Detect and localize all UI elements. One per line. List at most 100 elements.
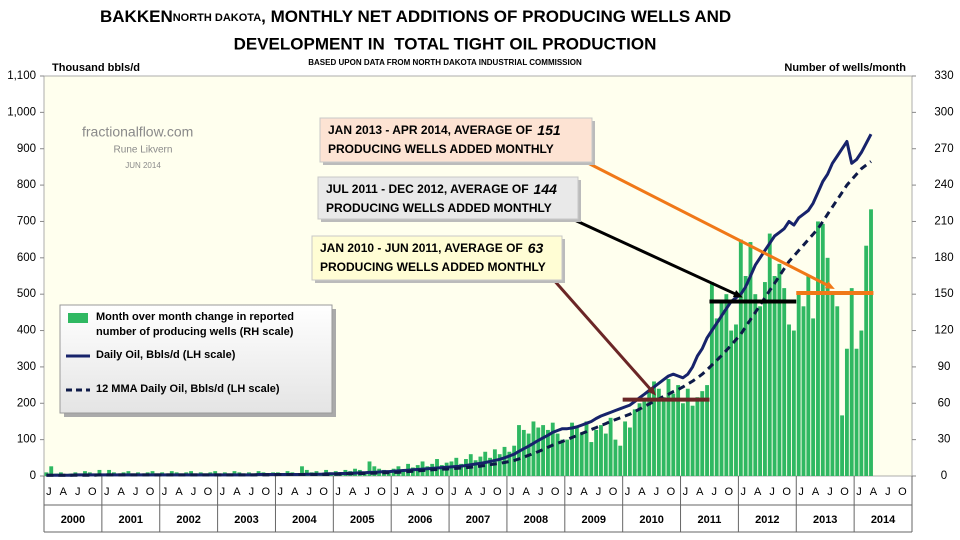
bar	[107, 469, 112, 476]
bar	[594, 429, 599, 476]
bar	[608, 417, 613, 476]
bar	[439, 465, 444, 476]
x-year-label: 2014	[871, 514, 896, 526]
bar	[734, 324, 738, 476]
bar	[666, 379, 671, 476]
bar	[637, 403, 642, 476]
y2-tick-label: 210	[934, 215, 953, 227]
x-year-label: 2012	[755, 514, 779, 526]
legend-label-box: 12 MMA Daily Oil, Bbls/d (LH scale)	[96, 383, 280, 395]
annotations: JAN 2010 - JUN 2011, AVERAGE OF 63 PRODUCI…	[311, 117, 874, 402]
x-tick-label: A	[349, 486, 357, 498]
series-line	[46, 160, 872, 477]
bar	[565, 439, 570, 476]
annotation-box	[317, 176, 579, 220]
x-year-label: 2007	[466, 514, 490, 526]
bar	[300, 466, 304, 476]
bar	[401, 469, 406, 476]
x-tick-label: A	[465, 486, 473, 498]
x-tick-label: O	[204, 486, 213, 498]
chart-layer: 0 100 200 300 400 500 600 700 800 900 1,000 1,100 0 3…	[7, 70, 954, 533]
x-tick-label: A	[523, 486, 531, 498]
x-tick-label: J	[220, 486, 226, 498]
y-tick-label: 200	[17, 397, 36, 409]
y2-tick-label: 60	[938, 397, 951, 409]
annotation-note: PRODUCING WELLS ADDED MONTHLY	[328, 142, 554, 156]
watermark: Rune Likvern	[114, 145, 173, 156]
bar	[729, 330, 734, 476]
annotation-arrowhead	[824, 281, 835, 289]
x-tick-label: J	[625, 486, 631, 498]
x-year-label: 2006	[408, 514, 432, 526]
legend-label: Month over month change in reported numb…	[96, 311, 295, 338]
legend-box	[59, 304, 333, 414]
bar	[782, 288, 787, 476]
x-tick-label: J	[509, 486, 515, 498]
bar	[647, 391, 652, 476]
bar	[724, 294, 729, 476]
y2-tick-label: 180	[934, 252, 953, 264]
bar	[772, 276, 777, 476]
annotation-arrowhead	[647, 386, 657, 396]
annotation-period: JAN 2010 - JUN 2011, AVERAGE OF	[320, 241, 523, 255]
bar	[584, 421, 589, 476]
bar	[806, 276, 811, 476]
annotation-text: JAN 2010 - JUN 2011, AVERAGE OF 63	[320, 240, 544, 256]
title-part: NORTH DAKOTA	[173, 12, 261, 24]
x-year-label: 2000	[61, 514, 85, 526]
y2-tick-label: 150	[934, 288, 953, 300]
bar	[844, 348, 849, 476]
x-tick-label: J	[538, 486, 544, 498]
bar	[642, 400, 647, 476]
bar	[599, 425, 603, 476]
x-year-label: 2010	[639, 514, 663, 526]
x-tick-label: J	[364, 486, 370, 498]
x-year-label: 2009	[581, 514, 605, 526]
x-tick-label: O	[146, 486, 155, 498]
y2-tick-label: 270	[934, 143, 953, 155]
x-tick-label: O	[262, 486, 271, 498]
x-tick-label: O	[88, 486, 97, 498]
bar	[801, 306, 806, 476]
bar	[869, 209, 873, 477]
bar	[589, 442, 594, 476]
x-tick-label: A	[175, 486, 183, 498]
bar	[714, 318, 719, 476]
annotation-arrowhead	[732, 290, 743, 298]
bar	[762, 282, 767, 476]
bar	[825, 257, 830, 476]
bar	[690, 405, 695, 476]
bar	[579, 433, 584, 476]
x-tick-label: J	[596, 486, 602, 498]
bar	[531, 421, 536, 476]
x-tick-label: J	[827, 486, 833, 498]
x-year-label: 2002	[176, 514, 200, 526]
y-tick-label: 700	[17, 215, 36, 227]
annotation-box	[311, 235, 563, 281]
bar	[555, 433, 560, 476]
bar	[835, 306, 840, 476]
x-year-label: 2001	[119, 514, 143, 526]
chart-title: BAKKENNORTH DAKOTA, MONTHLY NET ADDITION…	[100, 7, 731, 26]
x-tick-label: J	[422, 486, 428, 498]
x-tick-label: O	[840, 486, 849, 498]
bar	[849, 288, 854, 476]
bar	[473, 460, 478, 476]
bar	[545, 429, 550, 476]
x-year-label: 2004	[292, 514, 317, 526]
x-tick-label: J	[451, 486, 457, 498]
bar	[709, 282, 714, 476]
annotation-arrow	[567, 215, 739, 297]
bar	[603, 433, 608, 476]
x-year-label: 2013	[813, 514, 837, 526]
bar	[521, 429, 526, 476]
bar	[811, 318, 816, 476]
x-tick-label: J	[654, 486, 660, 498]
bar	[425, 466, 430, 476]
chart-subtitle: BASED UPON DATA FROM NORTH DAKOTA INDUST…	[308, 58, 582, 67]
y-tick-label: 600	[17, 252, 36, 264]
x-tick-label: O	[493, 486, 502, 498]
bar	[449, 461, 454, 476]
bar	[816, 221, 820, 476]
